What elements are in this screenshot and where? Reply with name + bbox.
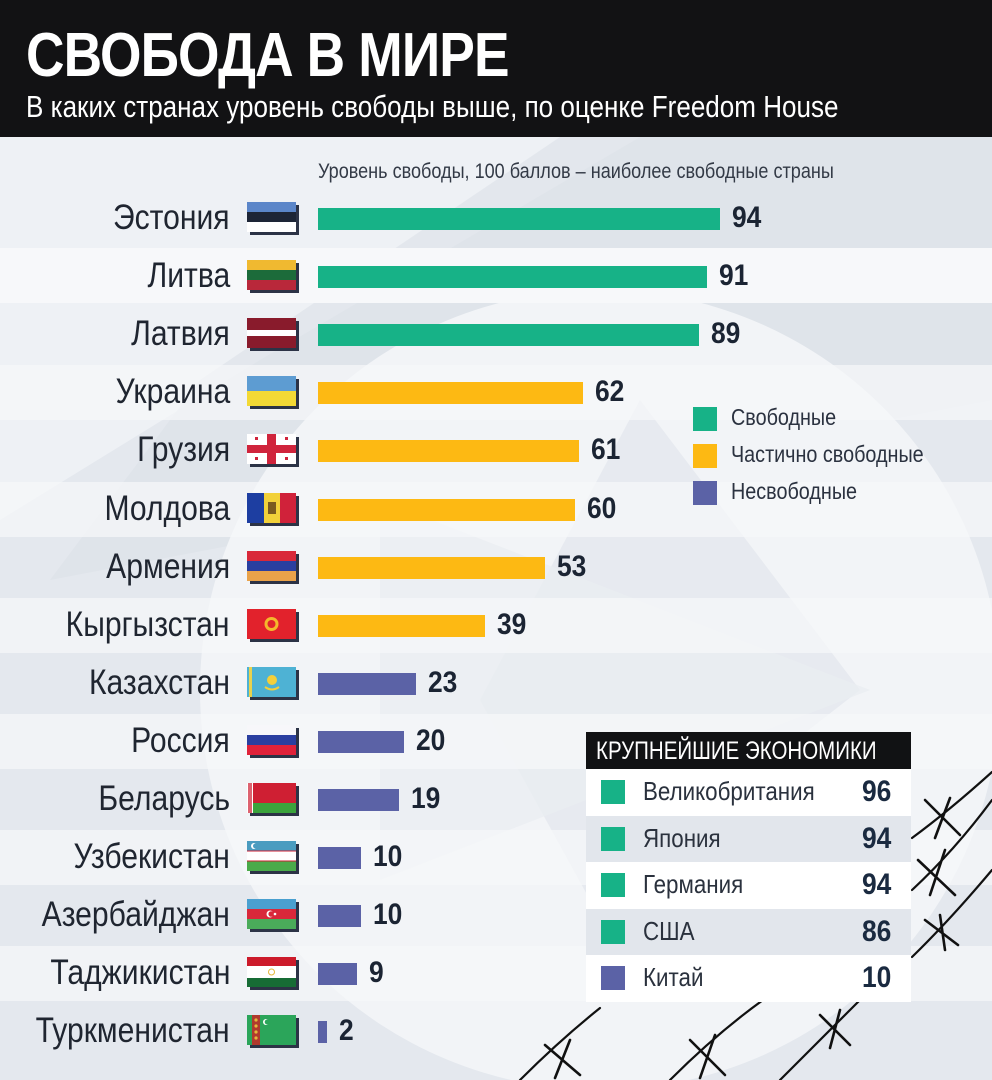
bar: [318, 324, 699, 347]
country-name: Туркменистан: [35, 1011, 230, 1051]
partly-free-swatch-icon: [693, 444, 717, 468]
country-row: Узбекистан 10: [0, 829, 992, 887]
country-row: Таджикистан 9: [0, 945, 992, 1003]
bar: [318, 905, 361, 928]
country-row: Казахстан 23: [0, 655, 992, 713]
country-name: Таджикистан: [49, 953, 230, 993]
page-title: СВОБОДА В МИРЕ: [26, 21, 510, 90]
country-row: Украина 62: [0, 364, 992, 422]
tajikistan-flag-icon: [247, 957, 299, 991]
country-row: Армения 53: [0, 539, 992, 597]
country-name: Казахстан: [88, 662, 230, 702]
economies-title: КРУПНЕЙШИЕ ЭКОНОМИКИ: [586, 732, 911, 769]
country-name: Грузия: [137, 430, 230, 470]
bar: [318, 963, 357, 986]
country-name: Беларусь: [98, 779, 230, 818]
latvia-flag-icon: [247, 318, 299, 352]
country-name: Эстония: [113, 198, 230, 237]
bar: [318, 556, 545, 579]
bar-value: 9: [368, 956, 384, 990]
table-row: Япония 94: [586, 815, 911, 862]
belarus-flag-icon: [247, 783, 299, 816]
page-subtitle: В каких странах уровень свободы выше, по…: [26, 89, 839, 124]
moldova-flag-icon: [247, 492, 299, 526]
bar-value: 94: [732, 201, 762, 234]
country-name: Молдова: [104, 488, 230, 528]
bar-value: 53: [556, 549, 587, 583]
largest-economies-table: КРУПНЕЙШИЕ ЭКОНОМИКИ Великобритания 96 Я…: [586, 732, 911, 1002]
bar: [318, 440, 580, 463]
georgia-flag-icon: [247, 434, 299, 468]
russia-flag-icon: [247, 724, 299, 758]
not-free-swatch-icon: [693, 481, 717, 505]
bar: [318, 1021, 327, 1044]
bar-value: 23: [428, 665, 458, 699]
country-row: Литва 91: [0, 248, 992, 306]
country-row: Туркменистан 2: [0, 1003, 992, 1061]
free-swatch-icon: [601, 873, 625, 897]
bar-value: 62: [595, 375, 625, 409]
country-row: Россия 20: [0, 713, 992, 771]
free-swatch-icon: [601, 780, 625, 804]
axis-caption: Уровень свободы, 100 баллов – наиболее с…: [318, 160, 834, 183]
bar-value: 2: [338, 1014, 354, 1048]
bar: [318, 614, 485, 637]
bar: [318, 789, 400, 811]
turkmenistan-flag-icon: [247, 1015, 299, 1049]
country-name: Россия: [131, 720, 230, 760]
free-swatch-icon: [601, 826, 625, 851]
bar: [318, 208, 721, 230]
free-swatch-icon: [601, 919, 625, 944]
country-name: Кыргызстан: [66, 604, 230, 644]
country-row: Латвия 89: [0, 306, 992, 364]
row-band: [0, 598, 992, 653]
ukraine-flag-icon: [247, 376, 299, 410]
bar-value: 61: [591, 433, 621, 467]
table-row: Германия 94: [586, 862, 911, 909]
bar-value: 89: [710, 317, 741, 351]
country-name: Азербайджан: [41, 895, 230, 935]
bar-value: 39: [496, 607, 527, 641]
bar-value: 91: [719, 259, 749, 293]
country-row: Грузия 61: [0, 422, 992, 480]
country-row: Эстония 94: [0, 190, 992, 248]
armenia-flag-icon: [247, 550, 299, 584]
bar: [318, 847, 361, 870]
estonia-flag-icon: [247, 202, 299, 235]
free-swatch-icon: [693, 407, 717, 431]
azerbaijan-flag-icon: [247, 899, 299, 933]
country-row: Кыргызстан 39: [0, 597, 992, 655]
country-name: Литва: [147, 256, 230, 296]
country-name: Украина: [115, 372, 230, 412]
table-row: США 86: [586, 908, 911, 955]
kazakhstan-flag-icon: [247, 666, 299, 700]
table-row: Китай 10: [586, 955, 911, 1002]
country-row: Молдова 60: [0, 481, 992, 539]
kyrgyzstan-flag-icon: [247, 608, 299, 642]
bar: [318, 498, 575, 521]
header: СВОБОДА В МИРЕ В каких странах уровень с…: [0, 0, 992, 137]
bar: [318, 730, 404, 753]
bar: [318, 672, 417, 695]
bar-value: 60: [586, 491, 617, 525]
bar: [318, 266, 708, 289]
bar-value: 20: [415, 723, 445, 757]
country-name: Армения: [106, 546, 230, 586]
bar-value: 19: [411, 782, 441, 815]
lithuania-flag-icon: [247, 260, 299, 294]
not-free-swatch-icon: [601, 966, 625, 990]
bar-value: 10: [372, 840, 403, 874]
country-name: Узбекистан: [73, 837, 230, 877]
table-row: Великобритания 96: [586, 769, 911, 816]
bar: [318, 382, 584, 405]
country-name: Латвия: [131, 314, 230, 354]
country-row: Беларусь 19: [0, 771, 992, 829]
bar-value: 10: [372, 898, 403, 932]
uzbekistan-flag-icon: [247, 841, 299, 875]
country-row: Азербайджан 10: [0, 887, 992, 945]
